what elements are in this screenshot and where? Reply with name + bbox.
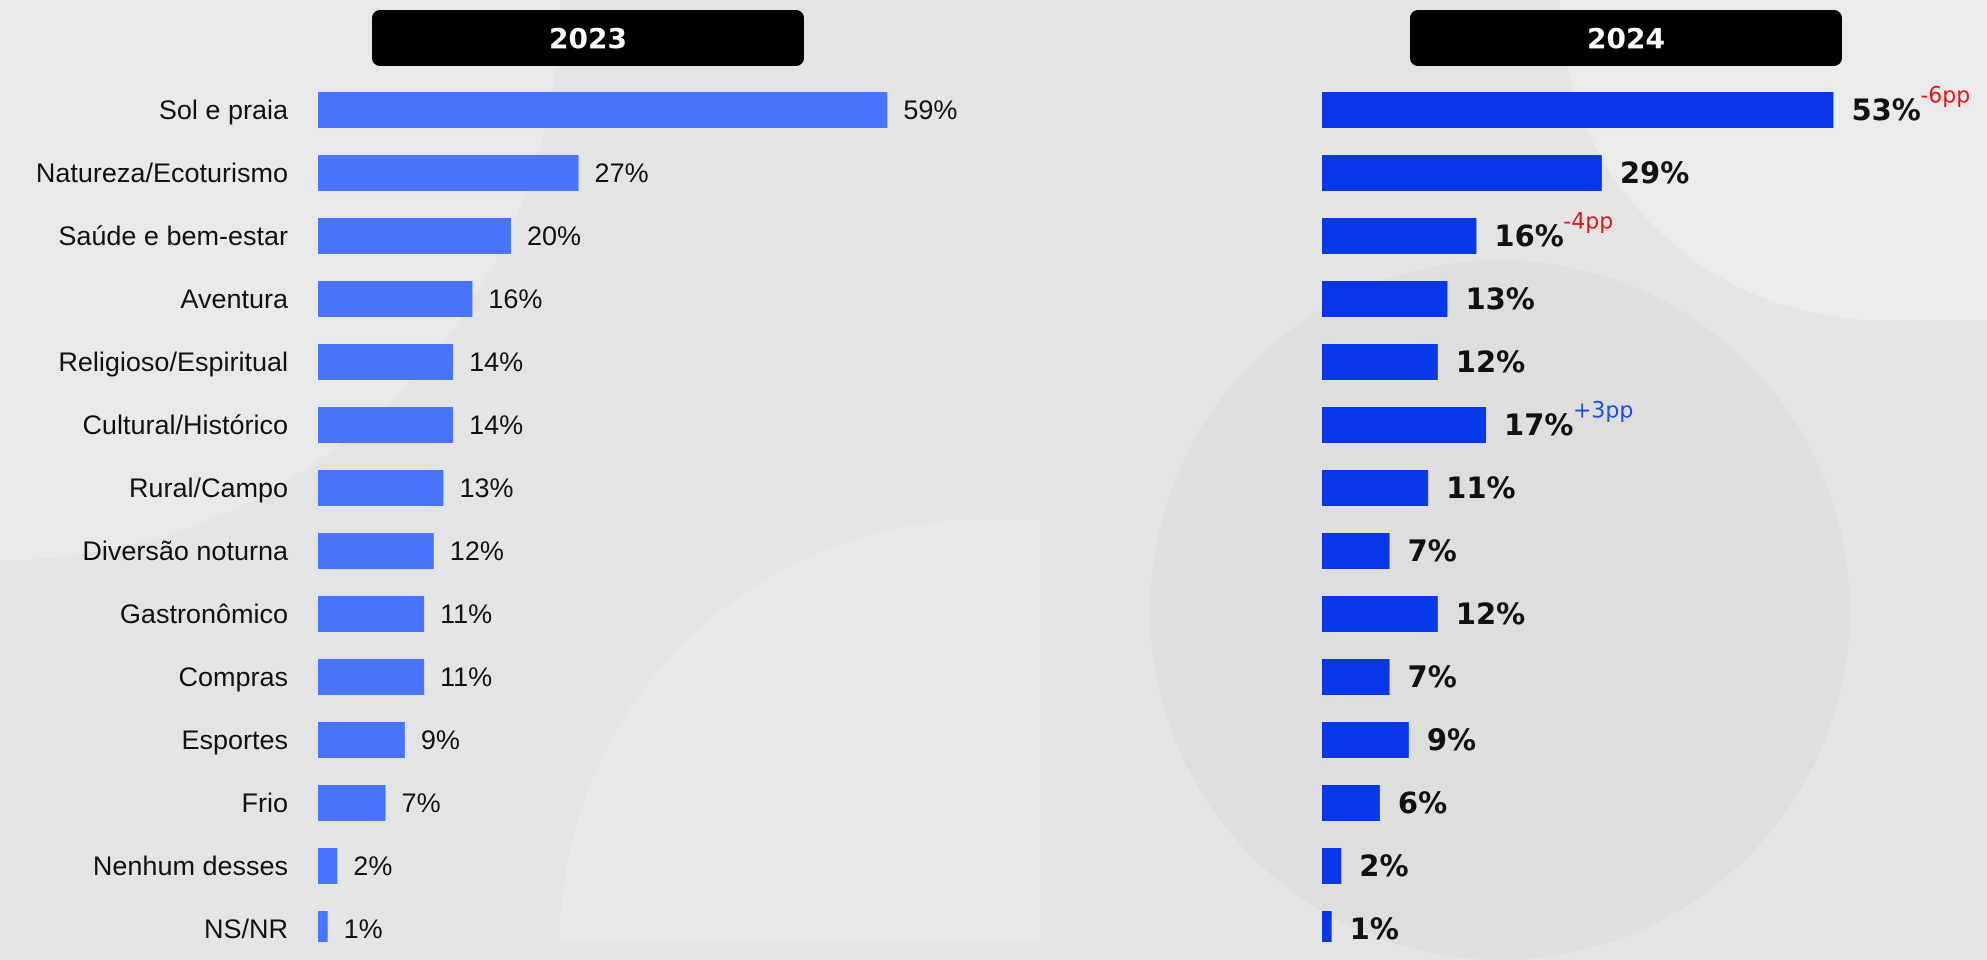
- category-label: Aventura: [180, 284, 289, 314]
- data-label-2024: 12%: [1456, 597, 1525, 631]
- category-label: Rural/Campo: [129, 473, 288, 503]
- category-label: Gastronômico: [120, 599, 288, 629]
- category-label: Nenhum desses: [93, 851, 288, 881]
- data-label-2024: 7%: [1408, 660, 1457, 694]
- bar-2023: [318, 218, 511, 254]
- bar-2023: [318, 722, 405, 758]
- bar-2024: [1322, 470, 1429, 506]
- data-label-2024: 7%: [1408, 534, 1457, 568]
- bar-2023: [318, 344, 454, 380]
- category-label: Diversão noturna: [82, 536, 289, 566]
- category-label: Compras: [178, 662, 288, 692]
- data-label-2024: 17%: [1504, 408, 1573, 442]
- category-label: Frio: [242, 788, 289, 818]
- data-label-2023: 13%: [459, 473, 513, 503]
- category-label: NS/NR: [204, 914, 288, 942]
- category-label: Saúde e bem-estar: [58, 221, 288, 251]
- data-label-2024: 9%: [1427, 723, 1476, 757]
- bar-2024: [1322, 218, 1477, 254]
- data-label-2023: 11%: [440, 662, 492, 692]
- data-label-2024: 12%: [1456, 345, 1525, 379]
- bar-2023: [318, 407, 454, 443]
- category-label: Religioso/Espiritual: [58, 347, 288, 377]
- data-label-2023: 20%: [527, 221, 581, 251]
- data-label-2023: 14%: [469, 410, 523, 440]
- data-label-2024: 29%: [1620, 156, 1689, 190]
- data-label-2023: 2%: [353, 851, 392, 881]
- category-label: Natureza/Ecoturismo: [36, 158, 288, 188]
- category-label: Esportes: [181, 725, 288, 755]
- bar-2023: [318, 92, 888, 128]
- bar-2023: [318, 785, 386, 821]
- data-label-2024: 6%: [1398, 786, 1447, 820]
- data-label-2024: 11%: [1446, 471, 1515, 505]
- data-label-2023: 14%: [469, 347, 523, 377]
- bar-2023: [318, 155, 579, 191]
- change-annotation: -6pp: [1920, 84, 1970, 109]
- bar-2023: [318, 659, 425, 695]
- bar-2024: [1322, 848, 1342, 884]
- header-2024: 2024: [1410, 10, 1842, 66]
- data-label-2023: 59%: [903, 95, 957, 125]
- change-annotation: +3pp: [1573, 399, 1633, 424]
- bar-2024: [1322, 155, 1602, 191]
- bar-2024: [1322, 596, 1438, 632]
- data-label-2024: 13%: [1465, 282, 1534, 316]
- data-label-2024: 2%: [1359, 849, 1408, 883]
- data-label-2023: 9%: [421, 725, 460, 755]
- bar-2023: [318, 281, 473, 317]
- data-label-2023: 27%: [595, 158, 649, 188]
- data-label-2023: 12%: [450, 536, 504, 566]
- header-2023: 2023: [372, 10, 804, 66]
- bar-2024: [1322, 344, 1438, 380]
- bar-2024: [1322, 659, 1390, 695]
- bar-2024: [1322, 92, 1834, 128]
- category-label: Cultural/Histórico: [82, 410, 288, 440]
- bar-2023: [318, 533, 434, 569]
- category-label: Sol e praia: [159, 95, 289, 125]
- bar-2024: [1322, 407, 1487, 443]
- bar-2024: [1322, 533, 1390, 569]
- bar-2023: [318, 848, 338, 884]
- bar-2024: [1322, 785, 1380, 821]
- bar-2024: [1322, 911, 1332, 942]
- bar-2023: [318, 470, 444, 506]
- bar-2023: [318, 596, 425, 632]
- data-label-2023: 7%: [402, 788, 441, 818]
- bar-2024: [1322, 722, 1409, 758]
- data-label-2023: 11%: [440, 599, 492, 629]
- bar-2024: [1322, 281, 1448, 317]
- data-label-2023: 1%: [344, 914, 383, 942]
- data-label-2024: 1%: [1350, 912, 1399, 942]
- bar-2023: [318, 911, 328, 942]
- data-label-2024: 53%: [1851, 93, 1920, 127]
- change-annotation: -4pp: [1563, 210, 1613, 235]
- data-label-2024: 16%: [1494, 219, 1563, 253]
- data-label-2023: 16%: [488, 284, 542, 314]
